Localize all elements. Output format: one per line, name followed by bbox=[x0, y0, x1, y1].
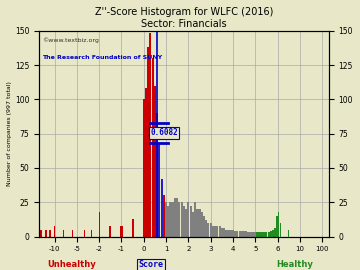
Bar bbox=[72, 230, 73, 237]
Bar bbox=[167, 206, 169, 237]
Bar bbox=[272, 230, 274, 237]
Bar bbox=[210, 223, 212, 237]
Bar bbox=[149, 33, 152, 237]
Bar bbox=[198, 209, 201, 237]
Bar bbox=[178, 202, 180, 237]
Bar bbox=[247, 232, 249, 237]
Bar bbox=[254, 232, 256, 237]
Y-axis label: Number of companies (997 total): Number of companies (997 total) bbox=[7, 81, 12, 186]
Bar bbox=[214, 225, 216, 237]
Bar bbox=[176, 198, 178, 237]
Bar bbox=[145, 88, 147, 237]
Bar bbox=[189, 206, 192, 237]
Bar bbox=[54, 225, 55, 237]
Bar bbox=[170, 202, 172, 237]
Bar bbox=[201, 212, 203, 237]
Bar bbox=[263, 232, 265, 237]
Bar bbox=[147, 47, 149, 237]
Bar bbox=[172, 202, 174, 237]
Text: Healthy: Healthy bbox=[276, 260, 313, 269]
Bar bbox=[63, 230, 64, 237]
Bar bbox=[288, 230, 289, 237]
Bar bbox=[174, 198, 176, 237]
Bar bbox=[234, 231, 236, 237]
Bar bbox=[219, 225, 221, 237]
Bar bbox=[270, 231, 272, 237]
Bar bbox=[258, 232, 261, 237]
Bar bbox=[152, 58, 154, 237]
Bar bbox=[185, 209, 187, 237]
Text: ©www.textbiz.org: ©www.textbiz.org bbox=[42, 37, 99, 43]
Bar bbox=[250, 232, 252, 237]
Bar bbox=[161, 179, 163, 237]
Bar bbox=[49, 230, 51, 237]
Bar bbox=[183, 206, 185, 237]
Bar bbox=[245, 231, 247, 237]
Bar bbox=[232, 230, 234, 237]
Text: The Research Foundation of SUNY: The Research Foundation of SUNY bbox=[42, 55, 162, 60]
Bar bbox=[252, 232, 254, 237]
Bar bbox=[216, 225, 219, 237]
Bar bbox=[91, 230, 92, 237]
Bar bbox=[131, 219, 134, 237]
Bar bbox=[221, 228, 223, 237]
Bar bbox=[196, 209, 198, 237]
Bar bbox=[203, 216, 205, 237]
Bar bbox=[267, 232, 270, 237]
Title: Z''-Score Histogram for WLFC (2016)
Sector: Financials: Z''-Score Histogram for WLFC (2016) Sect… bbox=[95, 7, 273, 29]
Bar bbox=[241, 231, 243, 237]
Bar bbox=[239, 231, 241, 237]
Bar bbox=[205, 220, 207, 237]
Bar bbox=[45, 230, 47, 237]
Bar bbox=[40, 230, 42, 237]
Bar bbox=[181, 202, 183, 237]
Bar bbox=[207, 223, 210, 237]
Bar bbox=[120, 225, 122, 237]
Bar bbox=[143, 99, 145, 237]
Bar bbox=[276, 216, 279, 237]
Text: Score: Score bbox=[139, 260, 164, 269]
Bar bbox=[109, 225, 111, 237]
Bar bbox=[265, 232, 267, 237]
Text: 0.6082: 0.6082 bbox=[150, 129, 178, 137]
Bar bbox=[230, 230, 232, 237]
Bar bbox=[228, 230, 230, 237]
Bar bbox=[192, 212, 194, 237]
Bar bbox=[163, 195, 165, 237]
Bar bbox=[278, 212, 279, 237]
Bar bbox=[256, 232, 258, 237]
Bar bbox=[285, 228, 286, 237]
Bar bbox=[165, 202, 167, 237]
Text: Unhealthy: Unhealthy bbox=[47, 260, 95, 269]
Bar bbox=[84, 230, 85, 237]
Bar bbox=[212, 225, 214, 237]
Bar bbox=[154, 86, 156, 237]
Bar bbox=[261, 232, 263, 237]
Bar bbox=[237, 231, 238, 237]
Bar bbox=[223, 228, 225, 237]
Bar bbox=[156, 113, 158, 237]
Bar bbox=[194, 202, 196, 237]
Bar bbox=[225, 230, 227, 237]
Bar bbox=[243, 231, 245, 237]
Bar bbox=[274, 228, 276, 237]
Bar bbox=[158, 143, 161, 237]
Bar bbox=[187, 202, 189, 237]
